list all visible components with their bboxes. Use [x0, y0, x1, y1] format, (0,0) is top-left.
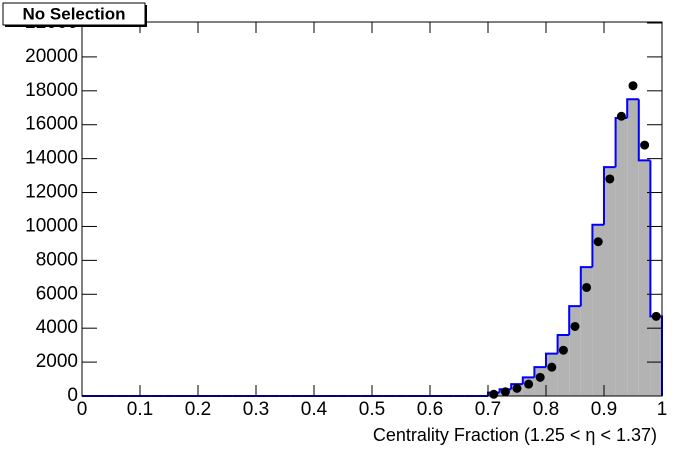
data-point	[651, 311, 661, 321]
bar	[604, 167, 616, 396]
data-point	[570, 321, 580, 331]
data-point	[640, 140, 650, 150]
data-point	[628, 81, 638, 91]
bar-outline	[568, 305, 581, 335]
bar	[650, 316, 662, 396]
bar	[557, 334, 570, 396]
x-tick-label: 0.1	[127, 399, 153, 420]
data-point	[535, 372, 545, 382]
x-tick-label: 0.4	[301, 399, 328, 420]
data-point	[593, 237, 603, 247]
y-tick-label: 16000	[25, 114, 78, 135]
x-tick-label: 0.9	[591, 399, 617, 420]
bar	[580, 267, 593, 396]
bar	[638, 160, 651, 396]
x-tick-label: 0.3	[243, 399, 269, 420]
data-point	[524, 379, 534, 389]
y-tick-label: 6000	[36, 283, 78, 304]
data-point	[605, 174, 615, 184]
bar-outline	[603, 166, 616, 225]
data-point	[547, 362, 557, 372]
x-tick-label: 0.6	[417, 399, 443, 420]
y-tick-label: 2000	[36, 351, 78, 372]
y-tick-label: 4000	[36, 317, 78, 338]
x-tick-label: 0.8	[533, 399, 559, 420]
x-axis-label: Centrality Fraction (1.25 < η < 1.37)	[373, 425, 657, 445]
y-tick-label: 12000	[25, 182, 78, 203]
x-tick-label: 0.7	[475, 399, 501, 420]
bar-outline	[626, 98, 639, 118]
data-point	[512, 383, 522, 393]
chart-title: No Selection	[23, 4, 126, 23]
bar-outline	[637, 99, 651, 162]
bar	[546, 353, 558, 396]
bar-outline	[545, 352, 558, 368]
bar	[627, 99, 639, 396]
bar	[569, 306, 581, 396]
x-tick-label: 0	[77, 399, 88, 420]
bar	[615, 117, 628, 396]
y-tick-label: 20000	[25, 46, 78, 67]
bar-outline	[556, 333, 570, 354]
data-point	[500, 387, 510, 397]
bar-outline	[579, 266, 593, 307]
y-tick-label: 8000	[36, 249, 78, 270]
x-tick-label: 0.2	[185, 399, 211, 420]
bar-outline	[533, 366, 546, 378]
data-point	[558, 345, 568, 355]
bar	[592, 224, 604, 396]
x-tick-label: 1	[657, 399, 668, 420]
x-tick-label: 0.5	[359, 399, 385, 420]
bar-outline	[521, 376, 535, 385]
bar-outline	[510, 383, 523, 390]
data-point	[489, 389, 499, 399]
y-tick-label: 18000	[25, 80, 78, 101]
bar-outline	[591, 223, 604, 268]
y-tick-label: 10000	[25, 215, 78, 236]
data-point	[616, 111, 626, 121]
y-tick-label: 14000	[25, 148, 78, 169]
data-point	[582, 282, 592, 292]
y-tick-label: 0	[67, 385, 78, 406]
